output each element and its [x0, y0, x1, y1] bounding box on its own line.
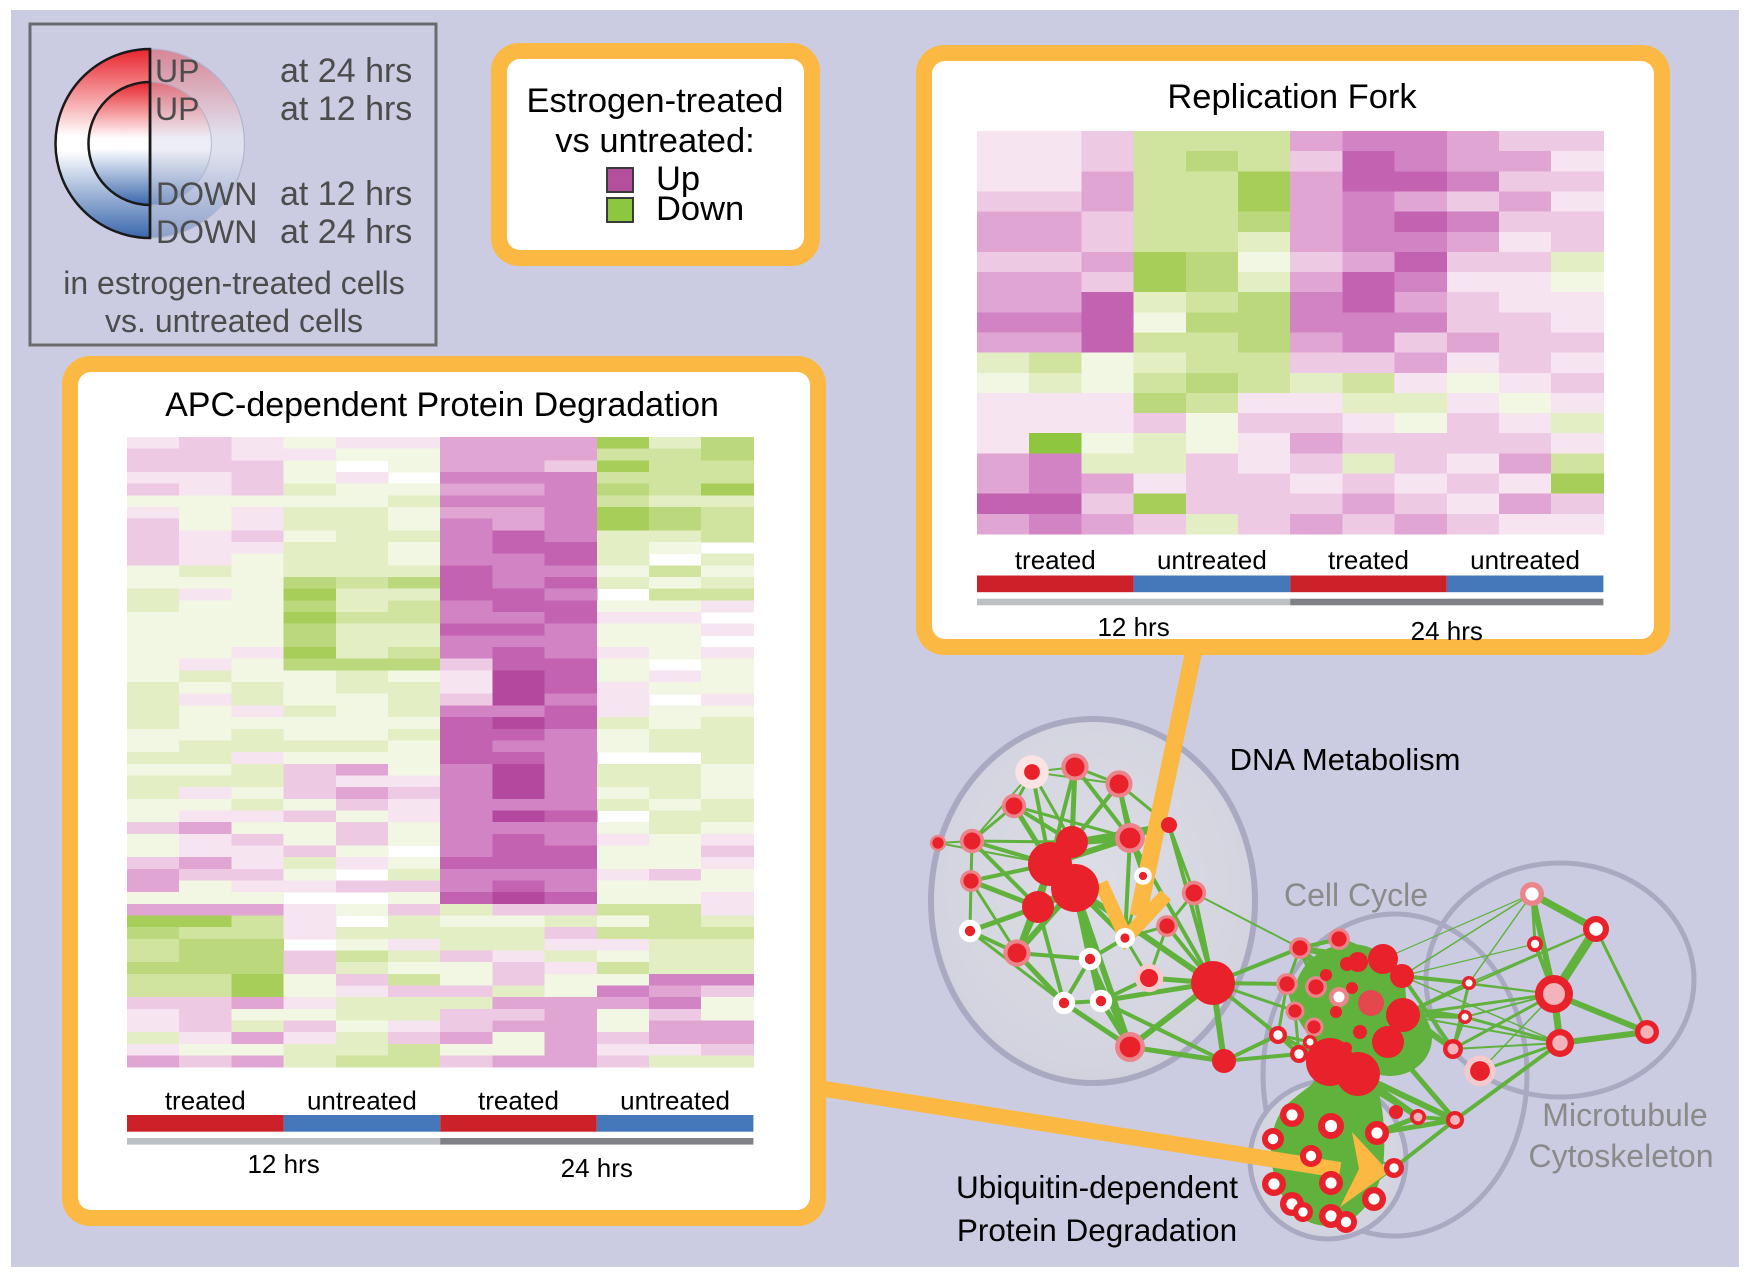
svg-text:untreated: untreated [620, 1086, 730, 1116]
svg-text:in estrogen-treated cells: in estrogen-treated cells [63, 265, 405, 301]
svg-text:Cell Cycle: Cell Cycle [1284, 877, 1428, 913]
svg-text:12 hrs: 12 hrs [247, 1149, 319, 1179]
svg-text:treated: treated [165, 1086, 246, 1116]
svg-text:vs untreated:: vs untreated: [555, 122, 754, 160]
svg-text:DNA Metabolism: DNA Metabolism [1230, 742, 1461, 777]
svg-text:at 12 hrs: at 12 hrs [280, 90, 412, 128]
svg-text:treated: treated [478, 1086, 559, 1116]
svg-text:untreated: untreated [1157, 545, 1267, 575]
svg-text:24 hrs: 24 hrs [561, 1153, 633, 1183]
svg-text:Protein Degradation: Protein Degradation [957, 1212, 1237, 1248]
svg-text:at 24 hrs: at 24 hrs [280, 213, 412, 251]
svg-text:Estrogen-treated: Estrogen-treated [527, 82, 784, 120]
svg-text:Replication Fork: Replication Fork [1167, 78, 1417, 116]
svg-text:APC-dependent Protein Degradat: APC-dependent Protein Degradation [165, 386, 719, 424]
svg-text:at 24 hrs: at 24 hrs [280, 52, 412, 90]
svg-text:24 hrs: 24 hrs [1411, 616, 1483, 646]
svg-text:UP: UP [155, 91, 199, 127]
svg-text:treated: treated [1015, 545, 1096, 575]
svg-text:Cytoskeleton: Cytoskeleton [1529, 1138, 1714, 1174]
svg-text:treated: treated [1328, 545, 1409, 575]
svg-text:DOWN: DOWN [156, 176, 257, 212]
svg-text:vs. untreated cells: vs. untreated cells [105, 303, 363, 339]
svg-text:DOWN: DOWN [156, 214, 257, 250]
svg-text:Microtubule: Microtubule [1542, 1097, 1707, 1133]
svg-text:untreated: untreated [1470, 545, 1580, 575]
svg-text:untreated: untreated [307, 1086, 417, 1116]
svg-text:UP: UP [155, 53, 199, 89]
svg-text:at 12 hrs: at 12 hrs [280, 175, 412, 213]
svg-text:Up: Up [656, 160, 700, 198]
svg-text:12 hrs: 12 hrs [1097, 612, 1169, 642]
svg-text:Down: Down [656, 190, 744, 228]
svg-text:Ubiquitin-dependent: Ubiquitin-dependent [956, 1169, 1238, 1205]
